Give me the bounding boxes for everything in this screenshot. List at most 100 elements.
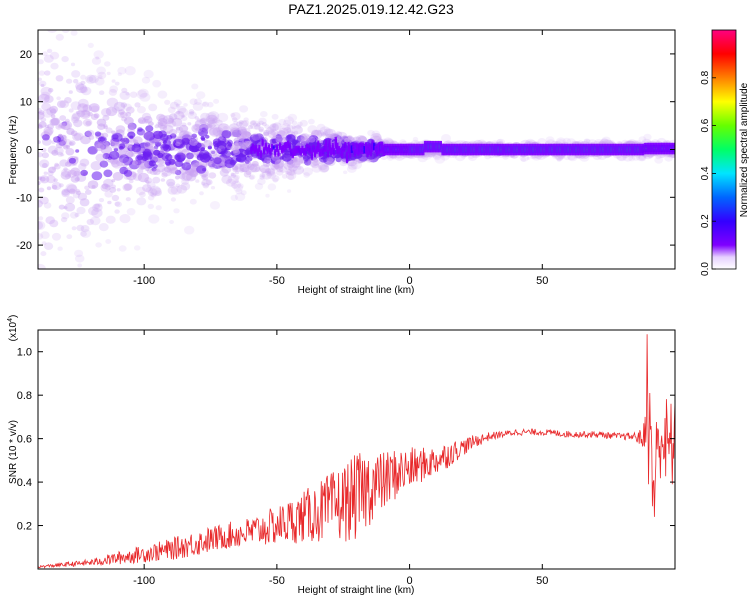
spectrogram-blob [97,71,107,80]
y-tick-label: 0.4 [17,477,32,489]
spectrogram-blob [38,263,46,269]
spectrogram-blob [206,119,217,128]
spectrogram-ridge-cell [465,143,468,156]
spectrogram-blob [232,167,239,173]
spectrogram-blob [259,175,265,180]
spectrogram-blob [235,153,247,162]
spectrogram-blob [664,154,673,162]
spectrogram-blob [43,171,48,175]
spectrogram-blob [233,137,240,143]
spectrogram-blob [148,160,156,167]
spectrogram-blob [66,234,73,240]
spectrogram-blob [105,215,116,224]
spectrogram-blob [187,111,197,120]
spectrogram-ridge-cell [672,142,675,155]
spectrogram-blob [206,114,218,125]
spectrogram-blob [246,163,258,173]
spectrogram-blob [74,254,85,263]
spectrogram-blob [79,198,90,207]
spectrogram-blob [40,83,45,88]
spectrogram-ridge-cell [503,143,506,156]
spectrogram-blob [104,190,113,198]
spectrogram-blob [41,241,47,246]
spectrogram-blob [63,167,68,172]
spectrogram-blob [122,183,132,192]
spectrogram-blob [116,188,121,192]
spectrogram-blob [251,132,261,141]
spectrogram-blob [431,150,442,159]
spectrogram-blob [183,103,188,107]
spectrogram-blob [97,203,102,207]
spectrogram-blob [120,157,131,167]
spectrogram-blob [80,80,86,85]
spectrogram-blob [82,110,88,116]
spectrogram-blob [60,170,72,180]
spectrogram-blob [249,174,256,180]
spectrogram-blob [61,212,70,220]
spectrogram-ridge-cell [654,142,657,155]
spectrogram-blob [205,179,213,186]
spectrogram-blob [55,142,64,149]
spectrogram-ridge-cell [366,145,369,157]
spectrogram-blob [320,164,329,173]
spectrogram-blob [51,149,59,156]
spectrogram-blob [143,69,154,79]
spectrogram-blob [189,138,198,146]
spectrogram-blob [155,190,162,197]
spectrogram-blob [209,149,218,157]
spectrogram-blob [343,170,348,175]
spectrogram-ridge-cell [393,143,396,156]
y-tick-label: 10 [20,97,32,109]
spectrogram-blob [148,214,160,224]
spectrogram-ridge-cell [642,143,645,156]
spectrogram-blob [111,130,116,135]
spectrogram-blob [241,120,250,127]
spectrogram-blob [412,136,419,142]
spectrogram-blob [191,83,199,90]
spectrogram-blob [59,122,66,128]
spectrogram-blob [137,117,146,124]
spectrogram-ridge-cell [556,143,559,156]
spectrogram-ridge-cell [559,143,562,156]
spectrogram-blob [90,105,100,113]
spectrogram-blob [337,135,344,141]
spectrogram-blob [520,157,527,162]
spectrogram-blob [65,173,71,179]
spectrogram-blob [191,123,203,133]
spectrogram-blob [174,169,182,176]
spectrogram-blob [111,141,121,150]
spectrogram-ridge-cell [361,142,364,155]
spectrogram-ridge-cell [651,142,654,155]
spectrogram-blob [65,78,73,84]
spectrogram-ridge-cell [565,143,568,156]
spectrogram-blob [316,130,325,137]
spectrogram-blob [269,123,279,132]
spectrogram-ridge-cell [411,143,414,156]
spectrogram-blob [38,187,45,193]
spectrogram-blob [208,172,217,179]
spectrogram-blob [231,183,238,189]
spectrogram-blob [174,160,183,168]
spectrogram-blob [128,179,134,184]
spectrogram-ridge-cell [497,143,500,156]
spectrogram-blob [204,123,211,128]
spectrogram-ridge-cell [390,143,393,156]
spectrogram-blob [271,123,277,128]
spectrogram-blob [56,96,61,101]
spectrogram-blob [286,124,294,130]
spectrogram-blob [275,169,284,176]
spectrogram-blob [41,152,50,159]
spectrogram-blob [207,117,215,124]
spectrogram-blob [157,158,165,165]
spectrogram-blob [99,90,105,95]
spectrogram-ridge-cell [446,143,449,156]
spectrogram-blob [37,0,45,3]
spectrogram-blob [155,205,162,211]
spectrogram-ridge-cell [425,140,428,153]
y-tick-label: 0 [26,145,32,157]
spectrogram-blob [60,217,68,223]
spectrogram-blob [189,198,197,205]
spectrogram-blob [187,122,192,126]
spectrogram-blob [60,124,66,130]
